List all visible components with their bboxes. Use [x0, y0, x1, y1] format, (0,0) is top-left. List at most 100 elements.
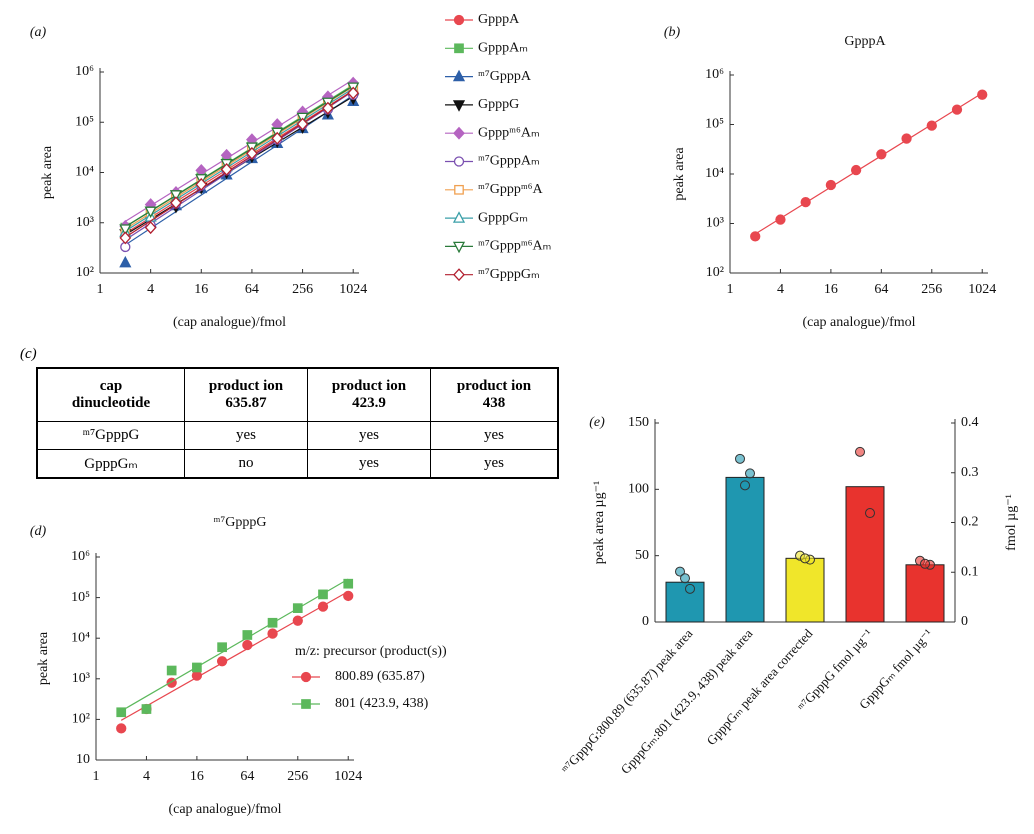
x-tick-label: 256 — [292, 282, 313, 297]
trend-line — [125, 89, 354, 234]
marker — [271, 131, 284, 145]
panel-label: (b) — [664, 25, 681, 40]
trend-line — [125, 88, 354, 232]
y-tick-label: 150 — [628, 415, 649, 430]
x-tick-label: 1024 — [339, 282, 367, 297]
cell: yes — [307, 449, 431, 479]
cell: no — [184, 449, 308, 479]
x-tick-label: 64 — [874, 282, 888, 297]
y-tick-label: 10⁵ — [75, 114, 94, 129]
cell: yes — [307, 421, 431, 450]
marker — [220, 162, 233, 176]
x-tick-label: 4 — [777, 282, 784, 297]
marker — [453, 126, 465, 140]
marker — [347, 86, 360, 100]
header-cell: product ion 423.9 — [307, 367, 431, 422]
trend-line — [120, 590, 349, 721]
legend-label: ᵐ⁷GpppAₘ — [478, 154, 540, 169]
x-tick-label: 256 — [287, 769, 308, 784]
marker — [750, 231, 761, 242]
legend-label: 801 (423.9, 438) — [335, 696, 429, 711]
marker — [119, 231, 132, 245]
marker — [453, 268, 465, 282]
marker — [775, 214, 786, 225]
marker — [116, 707, 127, 718]
marker — [454, 43, 464, 54]
row: ᵐ⁷GpppG yes yes yes — [36, 421, 559, 450]
x-tick-label: 1 — [97, 282, 104, 297]
marker — [453, 14, 465, 26]
marker — [246, 146, 258, 160]
marker — [216, 656, 228, 667]
cell: yes — [184, 421, 308, 450]
y2-tick-label: 0.1 — [961, 564, 979, 579]
y-tick-label: 0 — [642, 614, 649, 629]
replicate-point — [685, 583, 695, 594]
header-text: 423.9 — [352, 395, 386, 411]
replicate-point — [920, 558, 930, 569]
x-axis-label: (cap analogue)/fmol — [173, 315, 286, 330]
marker — [453, 156, 465, 167]
replicate-point — [865, 508, 875, 519]
marker — [242, 639, 253, 651]
cell: yes — [430, 449, 559, 479]
replicate-point — [800, 553, 810, 564]
marker — [301, 699, 311, 709]
marker — [166, 665, 177, 676]
x-tick-label: 1024 — [334, 769, 362, 784]
y-tick-label: 10⁵ — [705, 117, 724, 132]
legend-label: ᵐ⁷Gpppᵐ⁶Aₘ — [478, 239, 551, 254]
y-tick-label: 10⁵ — [71, 590, 90, 605]
y2-tick-label: 0.4 — [961, 415, 979, 430]
bar — [725, 476, 765, 623]
x-tick-label: 4 — [147, 282, 154, 297]
panel-label: (e) — [589, 415, 605, 430]
x-tick-label: GpppGₘ:801 (423.9, 438) peak area — [618, 626, 756, 777]
replicate-point — [855, 446, 865, 457]
x-tick-label: 64 — [240, 769, 254, 784]
marker — [119, 224, 132, 236]
cell: GpppGₘ — [36, 449, 185, 479]
x-axis-label: (cap analogue)/fmol — [168, 802, 281, 817]
marker — [343, 590, 354, 602]
y-tick-label: 10³ — [76, 215, 94, 230]
header-text: product ion — [331, 378, 407, 394]
panel-label: (d) — [30, 524, 47, 539]
trend-line — [120, 578, 349, 712]
marker — [926, 120, 937, 131]
panel-label: (a) — [30, 25, 47, 40]
y-tick-label: 10⁴ — [705, 166, 724, 181]
marker — [170, 196, 182, 210]
x-tick-label: 16 — [194, 282, 208, 297]
marker — [217, 642, 227, 653]
x-tick-label: ᵐ⁷GpppG:800.89 (635.87) peak area — [558, 626, 696, 777]
y-tick-label: 100 — [628, 482, 649, 497]
y-tick-label: 10² — [72, 712, 90, 727]
y-tick-label: 10⁴ — [75, 165, 94, 180]
marker — [850, 164, 862, 176]
marker — [144, 221, 157, 235]
y-tick-label: 10² — [76, 265, 94, 280]
marker — [292, 615, 303, 626]
marker — [267, 617, 278, 628]
chart-title: GpppA — [844, 34, 886, 49]
trend-line — [125, 85, 354, 228]
legend-label: GpppGₘ — [478, 210, 528, 225]
header-text: product ion — [208, 378, 284, 394]
header-cell: product ion 635.87 — [184, 367, 308, 422]
row: GpppGₘ no yes yes — [36, 449, 559, 479]
legend-label: ᵐ⁷GpppGₘ — [478, 267, 540, 282]
y-tick-label: 10³ — [706, 216, 724, 231]
x-tick-label: GpppGₘ peak area corrected — [703, 626, 815, 748]
replicate-point — [745, 468, 755, 479]
bar — [785, 557, 825, 623]
trend-line — [754, 92, 983, 235]
marker — [317, 601, 329, 612]
legend-title: m/z: precursor (product(s)) — [295, 644, 447, 659]
header-text: 438 — [482, 395, 506, 411]
legend-label: GpppA — [478, 12, 520, 27]
marker — [292, 603, 303, 613]
marker — [322, 101, 334, 115]
legend-label: GpppAₘ — [478, 41, 528, 56]
